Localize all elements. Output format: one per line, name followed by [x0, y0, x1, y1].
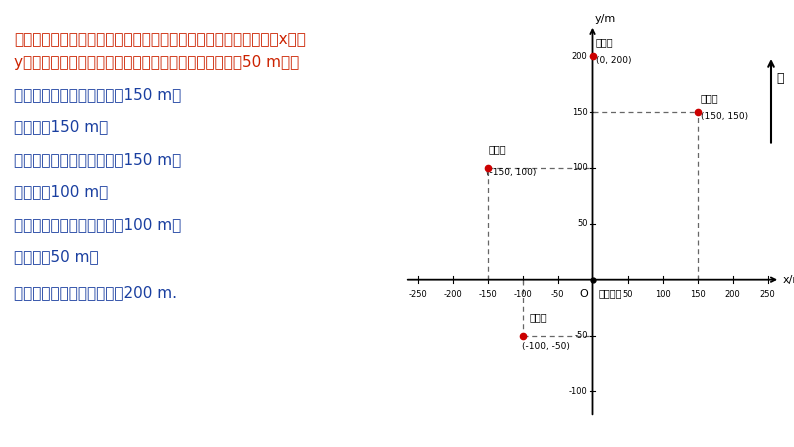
Text: -100: -100	[513, 290, 532, 299]
Text: 200: 200	[572, 51, 588, 61]
Text: 解：如图，选中心广场所在位置为原点，分别以正东、正北方向为x轴、: 解：如图，选中心广场所在位置为原点，分别以正东、正北方向为x轴、	[14, 32, 306, 47]
Text: 250: 250	[760, 290, 776, 299]
Text: 再向南走50 m；: 再向南走50 m；	[14, 249, 98, 264]
Text: 北: 北	[777, 72, 784, 85]
Text: 菊花园: 菊花园	[701, 93, 719, 103]
Text: 150: 150	[572, 108, 588, 117]
Text: y/m: y/m	[595, 14, 616, 24]
Text: -100: -100	[569, 387, 588, 396]
Text: 松风亭: 松风亭	[530, 312, 547, 322]
Text: 松风亭：从中心广场向西走100 m，: 松风亭：从中心广场向西走100 m，	[14, 217, 181, 232]
Text: 再向东走150 m；: 再向东走150 m；	[14, 119, 108, 134]
Text: 200: 200	[725, 290, 740, 299]
Text: -50: -50	[551, 290, 565, 299]
Text: 育德泉：从中心广场向北走200 m.: 育德泉：从中心广场向北走200 m.	[14, 285, 177, 300]
Text: (0, 200): (0, 200)	[596, 56, 631, 65]
Text: -250: -250	[408, 290, 427, 299]
Text: 菊花园：从中心广场向北走150 m，: 菊花园：从中心广场向北走150 m，	[14, 87, 181, 102]
Text: 100: 100	[654, 290, 670, 299]
Text: (-100, -50): (-100, -50)	[522, 342, 570, 351]
Text: x/m: x/m	[782, 275, 794, 285]
Text: -150: -150	[478, 290, 497, 299]
Text: 中心广场: 中心广场	[598, 289, 622, 299]
Text: 育德泉: 育德泉	[596, 37, 614, 47]
Text: (-150, 100): (-150, 100)	[486, 168, 537, 177]
Text: 100: 100	[572, 164, 588, 173]
Text: (150, 150): (150, 150)	[701, 112, 748, 121]
Text: 湖心亭: 湖心亭	[489, 144, 507, 155]
Text: 湖心亭：从中心广场向西走150 m，: 湖心亭：从中心广场向西走150 m，	[14, 152, 181, 167]
Text: 150: 150	[690, 290, 705, 299]
Text: 50: 50	[622, 290, 633, 299]
Text: -50: -50	[574, 331, 588, 340]
Text: -200: -200	[443, 290, 462, 299]
Text: y轴正方向建立平面直角坐标系，规定一个单位长度代表50 m长．: y轴正方向建立平面直角坐标系，规定一个单位长度代表50 m长．	[14, 55, 299, 70]
Text: O: O	[580, 289, 588, 299]
Text: 再向北走100 m；: 再向北走100 m；	[14, 184, 108, 199]
Text: 50: 50	[577, 219, 588, 228]
